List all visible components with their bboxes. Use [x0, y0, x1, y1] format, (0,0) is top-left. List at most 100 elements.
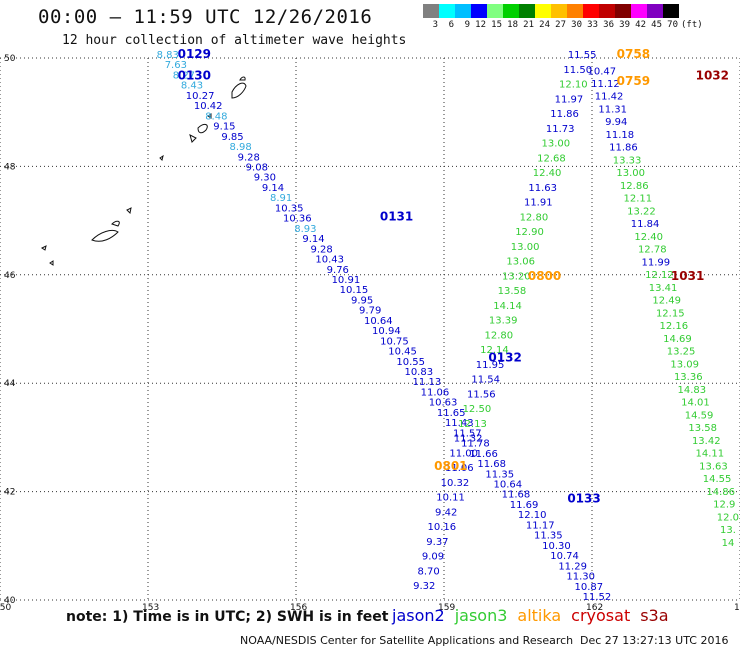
wave-height-value: 12.68 [537, 153, 566, 164]
colorbar-swatch [583, 4, 599, 18]
wave-height-value: 14 [722, 538, 735, 549]
colorbar-label: (ft) [681, 20, 703, 30]
pass-number-label: 0129 [178, 47, 211, 61]
colorbar-label: 18 [507, 20, 518, 30]
wave-height-value: 9.28 [310, 244, 332, 255]
wave-height-value: 12.50 [463, 404, 492, 415]
colorbar-swatch [567, 4, 583, 18]
wave-height-value: 14.59 [685, 410, 714, 421]
wave-height-value: 13.22 [627, 206, 656, 217]
wave-height-value: 9.37 [426, 537, 448, 548]
wave-height-value: 9.94 [605, 117, 627, 128]
wave-height-value: 11.99 [642, 257, 671, 268]
pass-number-label: 0801 [434, 459, 467, 473]
colorbar-label: 12 [475, 20, 486, 30]
wave-height-value: 14.01 [681, 398, 710, 409]
wave-height-value: 8.70 [418, 566, 440, 577]
wave-height-value: 10.75 [380, 336, 409, 347]
wave-height-value: 8.43 [181, 81, 203, 92]
wave-height-value: 10.15 [340, 285, 369, 296]
colorbar-swatch [455, 4, 471, 18]
wave-height-value: 11.69 [510, 500, 539, 511]
wave-height-value: 11.30 [566, 572, 595, 583]
wave-height-value: 11.31 [598, 104, 627, 115]
satellite-tracks: 8.837.638.278.4310.2710.428.489.159.858.… [157, 50, 739, 603]
colorbar-swatch [519, 4, 535, 18]
wave-height-value: 11.68 [477, 459, 506, 470]
wave-height-value: 11.54 [471, 375, 500, 386]
colorbar-swatch [599, 4, 615, 18]
colorbar-labels: 3 6 9 12 15 18 21 24 27 30 33 36 39 42 45 70 (ft) [423, 20, 703, 30]
map-grid [0, 57, 740, 601]
wave-height-value: 14.69 [663, 334, 692, 345]
pass-number-label: 1032 [696, 69, 729, 83]
colorbar-label: 36 [603, 20, 614, 30]
wave-height-value: 13.25 [667, 347, 696, 358]
wave-height-value: 10.11 [436, 493, 465, 504]
colorbar-label: 3 [432, 20, 438, 30]
longitude-tick: 159 [438, 603, 455, 613]
colorbar-swatch [615, 4, 631, 18]
map-title: 00:00 – 11:59 UTC 12/26/2016 [38, 6, 373, 28]
wave-height-value: 10.36 [283, 214, 312, 225]
wave-height-value: 9.15 [213, 122, 235, 133]
wave-height-value: 10.55 [396, 357, 425, 368]
wave-height-value: 14.11 [696, 449, 725, 460]
latitude-tick: 46 [4, 271, 16, 281]
legend-jason2: jason2 [392, 606, 445, 625]
wave-height-value: 11.06 [445, 463, 474, 474]
latitude-tick: 40 [4, 596, 16, 606]
wave-height-value: 10.83 [404, 367, 433, 378]
wave-height-value: 11.18 [606, 130, 635, 141]
wave-height-value: 10.43 [315, 255, 344, 266]
wave-height-value: 13. [720, 525, 736, 536]
colorbar-swatch [471, 4, 487, 18]
wave-height-value: 12.49 [652, 296, 681, 307]
colorbar-label: 45 [651, 20, 662, 30]
wave-height-value: 9.08 [246, 162, 268, 173]
map-subtitle: 12 hour collection of altimeter wave hei… [62, 33, 407, 48]
wave-height-value: 10.27 [186, 91, 215, 102]
wave-height-value: 9.42 [435, 507, 457, 518]
colorbar-label: 30 [571, 20, 582, 30]
wave-height-value: 11.97 [555, 94, 584, 105]
pass-number-label: 0130 [178, 69, 211, 83]
wave-height-value: 13.00 [542, 139, 571, 150]
wave-height-value: 11.86 [550, 109, 579, 120]
credit-line: NOAA/NESDIS Center for Satellite Applica… [240, 634, 574, 647]
wave-height-value: 8.93 [294, 224, 316, 235]
legend-jason3: jason3 [454, 606, 508, 625]
latitude-tick: 44 [4, 379, 16, 389]
wave-height-value: 14.86 [706, 487, 735, 498]
coastline-islands [41, 76, 247, 266]
colorbar-swatches [423, 4, 703, 18]
wave-height-value: 9.32 [413, 581, 435, 592]
wave-height-value: 14.55 [703, 474, 732, 485]
longitude-tick: 165 [734, 603, 740, 613]
colorbar-label: 33 [587, 20, 598, 30]
wave-height-value: 11.06 [421, 387, 450, 398]
colorbar-swatch [663, 4, 679, 18]
map-note: note: 1) Time is in UTC; 2) SWH is in fe… [66, 609, 389, 625]
colorbar-label: 27 [555, 20, 566, 30]
wave-height-value: 10.45 [388, 347, 417, 358]
wave-height-value: 13.00 [511, 242, 540, 253]
wave-height-value: 13.39 [489, 316, 518, 327]
colorbar-label: 24 [539, 20, 550, 30]
wave-height-value: 10.63 [429, 398, 458, 409]
wave-height-value: 12.11 [624, 194, 653, 205]
wave-height-value: 11.00 [449, 448, 478, 459]
wave-height-value: 13.63 [699, 461, 728, 472]
wave-height-value: 9.30 [254, 173, 276, 184]
wave-height-value: 12.12 [645, 270, 674, 281]
wave-height-value: 8.91 [270, 193, 292, 204]
wave-height-value: 12.10 [518, 510, 547, 521]
colorbar-swatch [535, 4, 551, 18]
wave-height-value: 12.14 [480, 345, 509, 356]
wave-height-value: 11.52 [583, 592, 612, 603]
longitude-tick: 162 [586, 603, 603, 613]
wave-height-value: 12.16 [660, 321, 689, 332]
wave-height-value: 10.35 [275, 203, 304, 214]
wave-height-value: 13.58 [498, 286, 527, 297]
